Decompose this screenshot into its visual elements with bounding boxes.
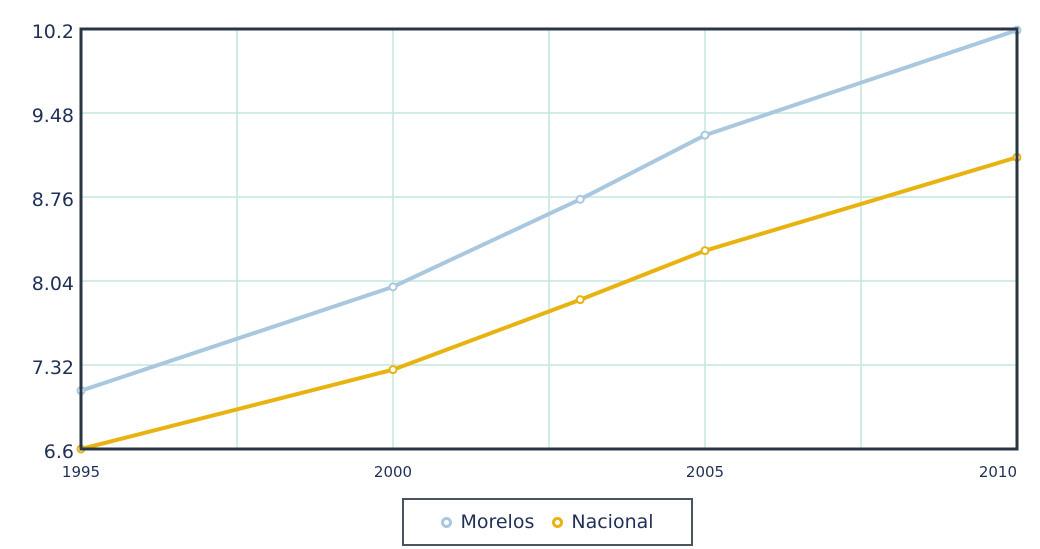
- data-point-morelos[interactable]: [700, 130, 710, 140]
- legend: Morelos Nacional: [402, 498, 693, 546]
- y-tick-label: 7.32: [32, 357, 74, 379]
- plot-frame: [79, 27, 1019, 451]
- y-tick-label: 9.48: [32, 105, 74, 127]
- data-point-nacional[interactable]: [388, 365, 398, 375]
- x-tick-label: 2005: [686, 463, 724, 481]
- y-tick-label: 6.6: [44, 441, 74, 463]
- series-layer: [76, 25, 1022, 454]
- x-axis-ticks: 1995 2000 2005 2010: [62, 463, 1017, 481]
- x-tick-label: 2010: [979, 463, 1017, 481]
- data-point-nacional[interactable]: [575, 295, 585, 305]
- legend-label: Nacional: [571, 511, 654, 533]
- legend-item-nacional[interactable]: Nacional: [552, 511, 654, 533]
- grid: [81, 28, 1017, 449]
- data-point-morelos[interactable]: [388, 282, 398, 292]
- y-tick-label: 8.76: [32, 189, 74, 211]
- legend-marker-icon: [441, 516, 453, 528]
- legend-marker-icon: [552, 516, 564, 528]
- x-tick-label: 1995: [62, 463, 100, 481]
- legend-item-morelos[interactable]: Morelos: [441, 511, 534, 533]
- y-tick-label: 10.2: [32, 21, 74, 43]
- x-tick-label: 2000: [374, 463, 412, 481]
- y-tick-label: 8.04: [32, 273, 74, 295]
- data-point-morelos[interactable]: [575, 194, 585, 204]
- legend-label: Morelos: [460, 511, 535, 533]
- y-axis-ticks: 10.2 9.48 8.76 8.04 7.32 6.6: [32, 21, 74, 463]
- data-point-nacional[interactable]: [700, 246, 710, 256]
